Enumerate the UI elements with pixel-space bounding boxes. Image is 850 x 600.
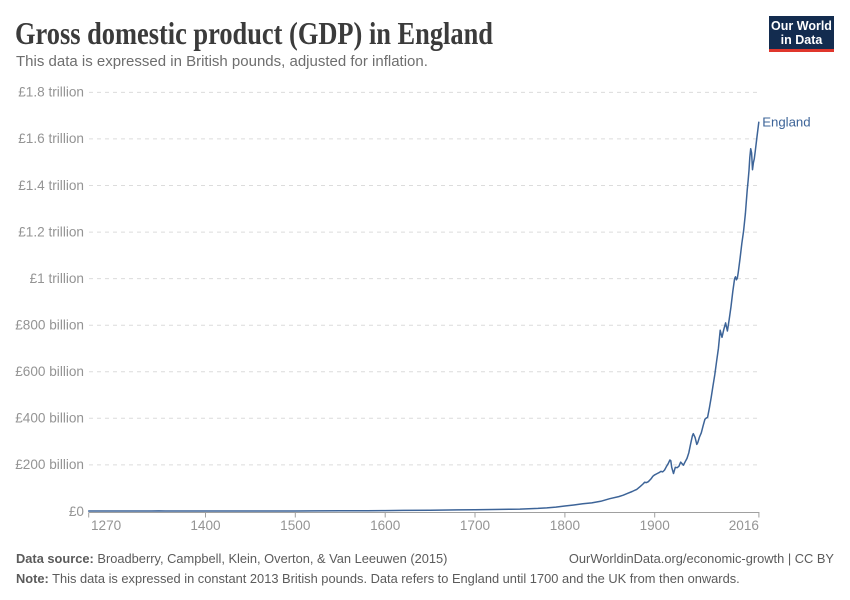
- svg-text:£1 trillion: £1 trillion: [30, 271, 84, 286]
- svg-text:2016: 2016: [729, 518, 759, 533]
- svg-text:£1.4 trillion: £1.4 trillion: [18, 178, 84, 193]
- svg-text:1800: 1800: [550, 518, 581, 533]
- svg-text:£1.2 trillion: £1.2 trillion: [18, 224, 84, 239]
- svg-text:£0: £0: [69, 504, 85, 519]
- svg-text:England: England: [762, 114, 810, 129]
- svg-text:£200 billion: £200 billion: [15, 457, 84, 472]
- svg-text:1500: 1500: [280, 518, 311, 533]
- svg-text:£1.6 trillion: £1.6 trillion: [18, 131, 84, 146]
- svg-text:1900: 1900: [640, 518, 671, 533]
- svg-text:£800 billion: £800 billion: [15, 318, 84, 333]
- svg-text:£600 billion: £600 billion: [15, 364, 84, 379]
- svg-text:1270: 1270: [91, 518, 122, 533]
- svg-text:1400: 1400: [190, 518, 221, 533]
- svg-text:1700: 1700: [460, 518, 491, 533]
- svg-text:£400 billion: £400 billion: [15, 411, 84, 426]
- svg-text:£1.8 trillion: £1.8 trillion: [18, 85, 84, 100]
- svg-text:1600: 1600: [370, 518, 401, 533]
